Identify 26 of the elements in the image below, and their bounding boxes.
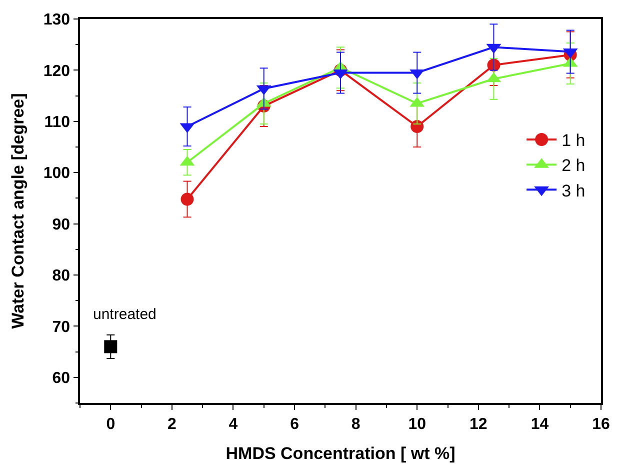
legend-label: 3 h [562,181,586,200]
x-tick-label: 4 [228,416,238,433]
point [180,192,194,206]
y-tick-label: 100 [43,165,70,182]
point [104,340,118,354]
annotation: untreated [93,306,156,323]
x-tick-label: 6 [290,416,300,433]
y-tick-label: 70 [52,318,70,336]
point [410,120,424,134]
y-tick-label: 110 [44,114,70,131]
x-tick-label: 0 [106,416,116,433]
x-tick-label: 8 [351,416,360,433]
x-tick-label: 14 [530,416,549,433]
legend-label: 2 h [562,156,586,176]
x-tick-label: 2 [167,416,176,433]
y-tick-label: 80 [52,268,70,285]
x-tick-label: 12 [470,416,488,433]
y-tick-label: 90 [52,216,70,234]
y-tick-label: 130 [43,12,70,29]
x-axis-title: HMDS Concentration [ wt %] [226,444,456,463]
y-tick-label: 60 [52,370,70,387]
y-tick-label: 120 [43,62,70,80]
x-tick-label: 10 [408,416,426,433]
y-axis-title: Water Contact angle [degree] [8,93,28,329]
x-tick-label: 16 [592,416,610,433]
legend-label: 1 h [562,131,586,150]
